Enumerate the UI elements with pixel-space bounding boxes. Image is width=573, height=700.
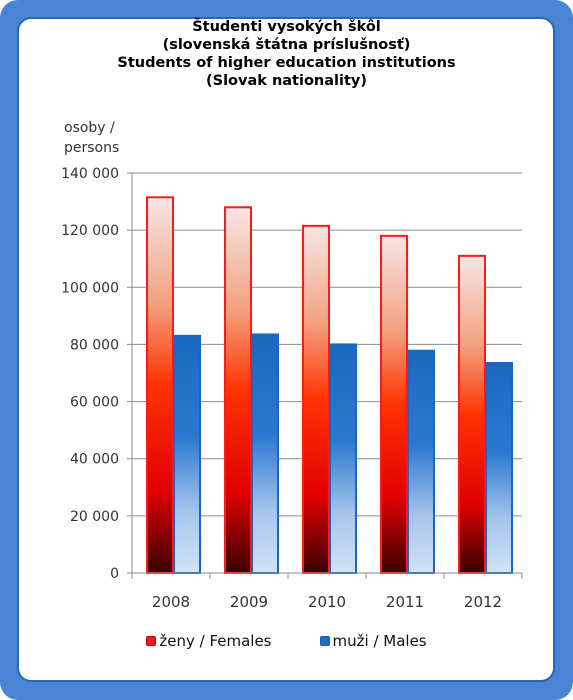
bar-males	[329, 343, 357, 574]
chart-title-line-1: Študenti vysokých škôl	[192, 19, 381, 35]
legend: ženy / Females muži / Males	[0, 632, 573, 650]
legend-swatch-males	[319, 636, 330, 646]
y-tick-label: 120 000	[61, 223, 119, 239]
bar-females	[224, 206, 252, 575]
x-tick-label: 2009	[230, 593, 268, 611]
x-tick-label: 2011	[386, 593, 424, 611]
legend-item-males: muži / Males	[319, 632, 427, 650]
chart-title-line-4: (Slovak nationality)	[206, 73, 367, 89]
bar-males	[485, 362, 513, 574]
bar-females	[380, 234, 408, 574]
x-tick-label: 2010	[308, 593, 346, 611]
chart-title: Študenti vysokých škôl (slovenská štátna…	[0, 18, 573, 90]
y-tick-label: 40 000	[70, 452, 119, 468]
bar-females	[458, 254, 486, 574]
y-tick-label: 0	[110, 566, 119, 582]
bars	[146, 196, 513, 575]
bar-females	[302, 224, 330, 574]
legend-swatch-females	[146, 636, 157, 646]
chart-title-line-3: Students of higher education institution…	[117, 55, 456, 71]
y-tick-label: 60 000	[70, 395, 119, 411]
legend-item-females: ženy / Females	[146, 632, 272, 650]
y-tick-label: 20 000	[70, 509, 119, 525]
bar-males	[251, 333, 279, 574]
y-axis-label: osoby / persons	[64, 118, 119, 158]
y-tick-label: 80 000	[70, 337, 119, 353]
legend-label-females: ženy / Females	[159, 632, 272, 650]
legend-label-males: muži / Males	[332, 632, 427, 650]
y-tick-label: 140 000	[61, 166, 119, 182]
chart-title-line-2: (slovenská štátna príslušnosť)	[162, 37, 411, 53]
bar-males	[173, 334, 201, 574]
y-axis-label-line-2: persons	[64, 140, 120, 156]
y-axis-label-line-1: osoby /	[64, 120, 115, 136]
x-tick-label: 2012	[464, 593, 502, 611]
bar-females	[146, 196, 174, 575]
axes: 0 20 000 40 000 60 000 80 000 100 000 120 000 1…	[61, 166, 523, 611]
bar-males	[407, 349, 435, 575]
x-tick-label: 2008	[152, 593, 190, 611]
y-tick-label: 100 000	[61, 280, 119, 296]
